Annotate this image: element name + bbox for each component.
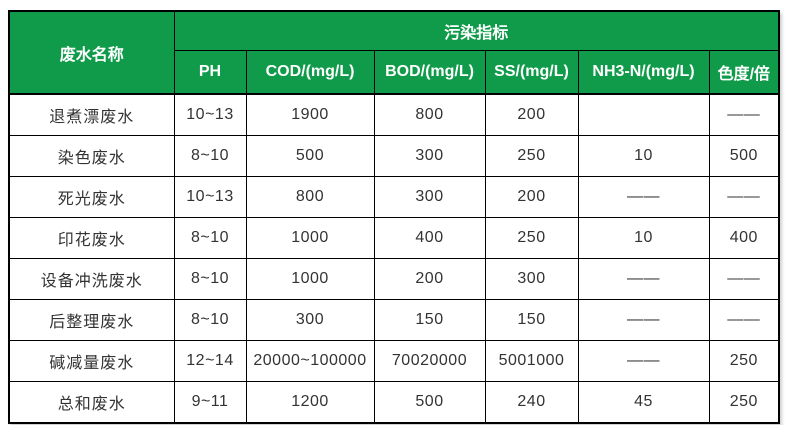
value-cell-chroma: 250: [708, 340, 780, 382]
value-cell-bod: 300: [373, 176, 486, 218]
value-cell-chroma: 500: [708, 135, 780, 177]
row-name-cell: 碱减量废水: [8, 340, 175, 382]
value-cell-nh3n: 10: [577, 135, 710, 177]
corner-header-wastewater-name: 废水名称: [8, 10, 175, 95]
value-cell-ss: 250: [484, 135, 579, 177]
row-name-cell: 设备冲洗废水: [8, 258, 175, 300]
value-cell-bod: 70020000: [373, 340, 486, 382]
table-row: 总和废水 9~11 1200 500 240 45 250: [8, 381, 780, 424]
wastewater-indicators-table: 废水名称 污染指标 PH COD/(mg/L) BOD/(mg/L) SS/(m…: [8, 10, 781, 424]
value-cell-nh3n: 45: [577, 381, 710, 424]
value-cell-ss: 200: [484, 93, 579, 136]
value-cell-bod: 800: [373, 93, 486, 136]
value-cell-bod: 400: [373, 217, 486, 259]
value-cell-bod: 500: [373, 381, 486, 424]
value-cell-nh3n: ——: [577, 258, 710, 300]
value-cell-ss: 200: [484, 176, 579, 218]
value-cell-cod: 1900: [245, 93, 375, 136]
value-cell-bod: 300: [373, 135, 486, 177]
value-cell-ss: 300: [484, 258, 579, 300]
column-header-nh3n: NH3-N/(mg/L): [577, 50, 710, 95]
row-name-cell: 死光废水: [8, 176, 175, 218]
header-row-columns: PH COD/(mg/L) BOD/(mg/L) SS/(mg/L) NH3-N…: [9, 50, 780, 95]
column-header-ss: SS/(mg/L): [484, 50, 579, 95]
value-cell-cod: 300: [245, 299, 375, 341]
value-cell-nh3n: ——: [577, 340, 710, 382]
value-cell-cod: 1000: [245, 217, 375, 259]
header-row-group: 废水名称 污染指标: [8, 10, 780, 95]
value-cell-ss: 240: [484, 381, 579, 424]
value-cell-cod: 20000~100000: [245, 340, 375, 382]
table-row: 碱减量废水 12~14 20000~100000 70020000 500100…: [8, 340, 780, 382]
value-cell-ph: 9~11: [173, 381, 247, 424]
value-cell-chroma: ——: [708, 258, 780, 300]
value-cell-nh3n: 10: [577, 217, 710, 259]
row-name-cell: 染色废水: [8, 135, 175, 177]
row-name-cell: 总和废水: [8, 381, 175, 424]
value-cell-cod: 1000: [245, 258, 375, 300]
row-name-cell: 印花废水: [8, 217, 175, 259]
value-cell-chroma: 250: [708, 381, 780, 424]
table-body: 退煮漂废水 10~13 1900 800 200 —— 染色废水 8~10 50…: [8, 93, 780, 424]
value-cell-ph: 8~10: [173, 135, 247, 177]
value-cell-ph: 12~14: [173, 340, 247, 382]
value-cell-cod: 1200: [245, 381, 375, 424]
value-cell-bod: 150: [373, 299, 486, 341]
value-cell-ph: 10~13: [173, 176, 247, 218]
value-cell-nh3n: ——: [577, 299, 710, 341]
column-header-cod: COD/(mg/L): [245, 50, 375, 95]
value-cell-bod: 200: [373, 258, 486, 300]
row-name-cell: 后整理废水: [8, 299, 175, 341]
value-cell-chroma: ——: [708, 176, 780, 218]
value-cell-ph: 8~10: [173, 258, 247, 300]
value-cell-ph: 10~13: [173, 93, 247, 136]
value-cell-ph: 8~10: [173, 217, 247, 259]
column-header-bod: BOD/(mg/L): [373, 50, 486, 95]
group-header-pollution-indicators: 污染指标: [173, 10, 780, 51]
value-cell-cod: 500: [245, 135, 375, 177]
table-row: 退煮漂废水 10~13 1900 800 200 ——: [8, 93, 780, 136]
column-header-chroma: 色度/倍: [708, 50, 780, 95]
value-cell-chroma: ——: [708, 299, 780, 341]
value-cell-cod: 800: [245, 176, 375, 218]
value-cell-chroma: 400: [708, 217, 780, 259]
value-cell-nh3n: ——: [577, 176, 710, 218]
column-header-ph: PH: [173, 50, 247, 95]
value-cell-chroma: ——: [708, 93, 780, 136]
value-cell-ss: 150: [484, 299, 579, 341]
table-row: 印花废水 8~10 1000 400 250 10 400: [8, 217, 780, 259]
table-row: 死光废水 10~13 800 300 200 —— ——: [8, 176, 780, 218]
value-cell-ph: 8~10: [173, 299, 247, 341]
table-row: 设备冲洗废水 8~10 1000 200 300 —— ——: [8, 258, 780, 300]
value-cell-ss: 250: [484, 217, 579, 259]
table-row: 后整理废水 8~10 300 150 150 —— ——: [8, 299, 780, 341]
table-row: 染色废水 8~10 500 300 250 10 500: [8, 135, 780, 177]
value-cell-nh3n: [577, 93, 710, 136]
table-header: 废水名称 污染指标 PH COD/(mg/L) BOD/(mg/L) SS/(m…: [8, 10, 780, 95]
value-cell-ss: 5001000: [484, 340, 579, 382]
row-name-cell: 退煮漂废水: [8, 93, 175, 136]
